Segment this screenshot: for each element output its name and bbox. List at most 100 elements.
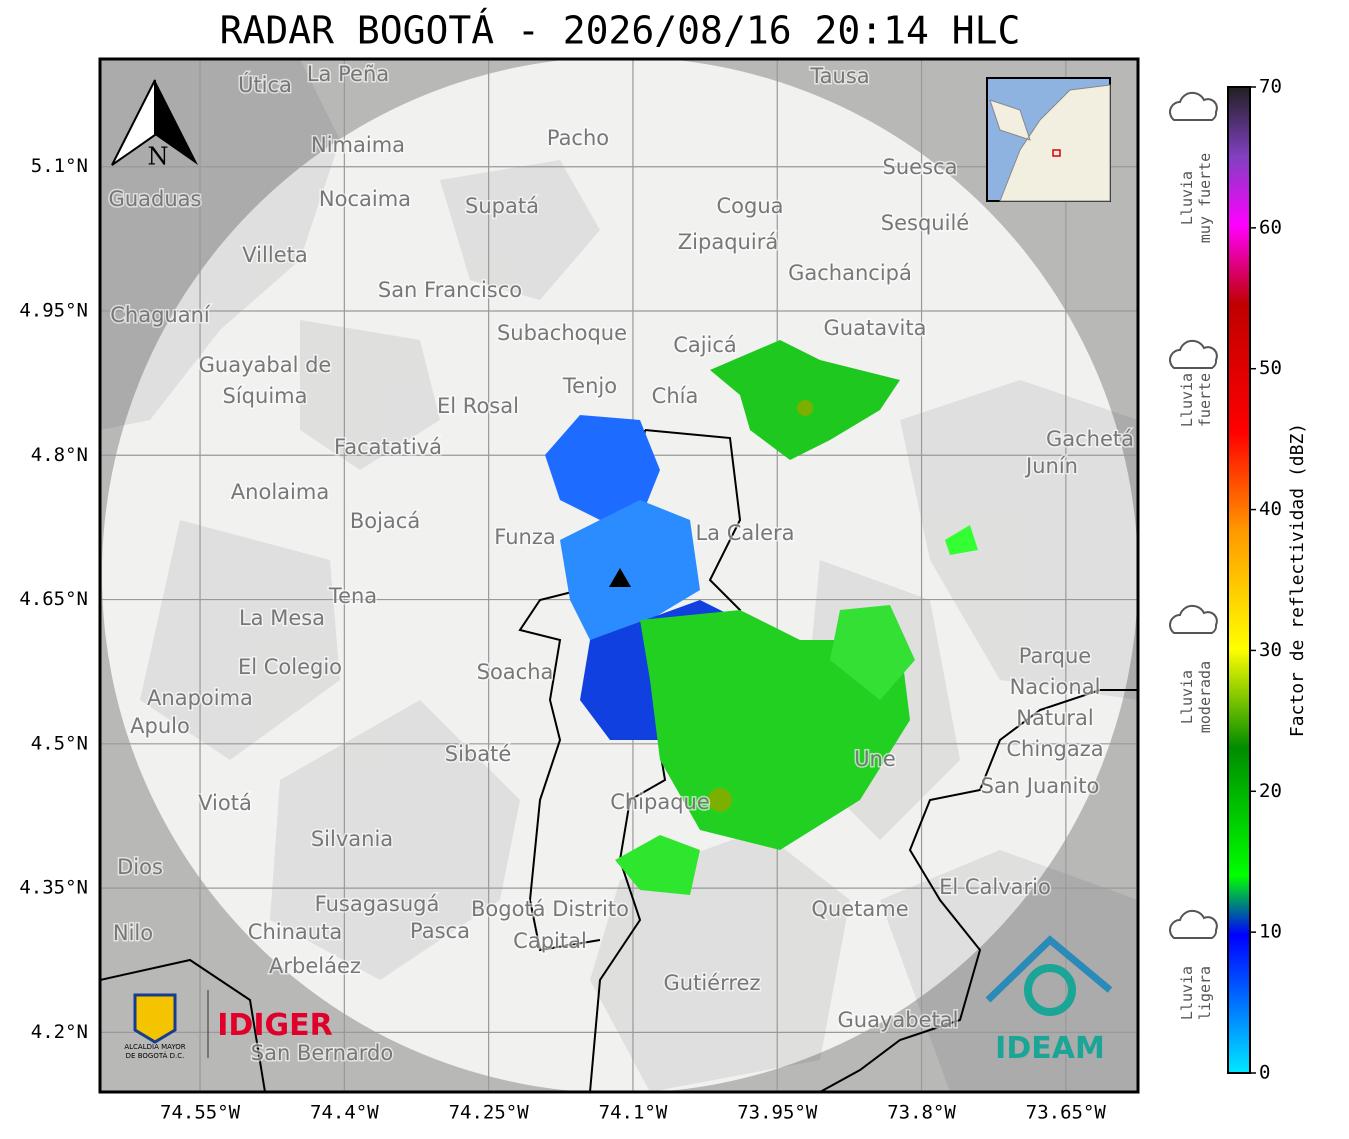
colorbar-tick-label: 0 (1259, 1062, 1270, 1084)
place-label: Quetame (811, 897, 908, 921)
place-label: El Rosal (437, 394, 519, 418)
place-label: Anapoima (147, 686, 253, 710)
place-label: Subachoque (497, 321, 627, 345)
colorbar-tick-label: 30 (1259, 639, 1282, 661)
place-label: Sesquilé (881, 211, 969, 235)
lat-tick-label: 4.65°N (19, 588, 88, 610)
place-label: La Calera (695, 521, 794, 545)
place-label: Nimaima (311, 133, 405, 157)
place-label: Suesca (883, 155, 958, 179)
north-label: N (148, 143, 169, 171)
place-label: Funza (494, 525, 555, 549)
place-label: El Calvario (939, 875, 1051, 899)
colorbar-tick-label: 20 (1259, 780, 1282, 802)
place-label: Facatativá (334, 435, 442, 459)
place-label: Nocaima (319, 187, 411, 211)
map: La Peña Útica Tausa Pacho Nimaima Nocaima Supa… (100, 59, 1138, 1092)
rain-label: Lluvia (1178, 670, 1196, 724)
lon-tick-label: 74.4°W (310, 1102, 379, 1124)
place-label: Sibaté (445, 742, 512, 766)
colorbar-tick-label: 10 (1259, 921, 1282, 943)
colorbar-tick-label: 60 (1259, 216, 1282, 238)
inset-map (986, 77, 1111, 202)
place-label: Gutiérrez (664, 971, 761, 995)
place-label: Apulo (130, 714, 190, 738)
place-label: Silvania (311, 827, 393, 851)
place-label: Chingaza (1006, 737, 1103, 761)
rain-icon (1169, 909, 1218, 939)
rain-label: fuerte (1196, 373, 1214, 427)
rain-icon (1169, 339, 1218, 369)
alcaldia-text: DE BOGOTÁ D.C. (126, 1051, 185, 1060)
place-label: Arbeláez (269, 954, 361, 978)
place-label: Cajicá (673, 333, 737, 357)
idiger-logo: IDIGER (217, 1008, 332, 1043)
place-label: San Juanito (981, 774, 1100, 798)
logo-ideam: IDEAM (985, 935, 1113, 1066)
place-label: Chaguaní (110, 303, 211, 327)
title: RADAR BOGOTÁ - 2026/08/16 20:14 HLC (220, 9, 1021, 53)
lat-tick-label: 4.2°N (31, 1021, 88, 1043)
place-label: La Peña (307, 62, 389, 86)
place-label: Bogotá Distrito (471, 897, 629, 921)
rain-label: Lluvia (1178, 171, 1196, 225)
place-label: Chía (652, 384, 699, 408)
place-label: Zipaquirá (678, 230, 778, 254)
place-label: San Bernardo (251, 1041, 393, 1065)
place-label: Guayabal de (199, 353, 332, 377)
axes: 5.1°N 4.95°N 4.8°N 4.65°N 4.5°N 4.35°N 4.2°N 74… (19, 76, 1282, 1124)
north-arrow: N (111, 79, 198, 171)
place-label: Supatá (465, 194, 539, 218)
lat-tick-label: 4.95°N (19, 299, 88, 321)
place-label: Útica (238, 72, 292, 97)
place-label: Síquima (223, 384, 308, 408)
alcaldia-text: ALCALDÍA MAYOR (124, 1042, 185, 1051)
place-label: Gachetá (1046, 427, 1134, 451)
place-label: Nilo (113, 921, 153, 945)
place-label: Une (854, 747, 896, 771)
rain-label: muy fuerte (1196, 153, 1214, 243)
colorbar-tick-label: 50 (1259, 357, 1282, 379)
place-label: Chipaque (610, 790, 710, 814)
place-label: Guaduas (109, 187, 202, 211)
place-label: El Colegio (238, 655, 342, 679)
place-label: Fusagasugá (315, 892, 440, 916)
place-label: Soacha (477, 660, 554, 684)
rain-label: Lluvia (1178, 373, 1196, 427)
place-label: Dios (117, 855, 163, 879)
rain-label: ligera (1196, 966, 1214, 1020)
colorbar-tick-label: 70 (1259, 76, 1282, 98)
colorbar-label: Factor de reflectividad (dBZ) (1287, 423, 1308, 737)
lon-tick-label: 74.25°W (449, 1102, 530, 1124)
radar-echoes (545, 340, 978, 895)
lat-tick-label: 4.5°N (31, 732, 88, 754)
place-label: Nacional (1010, 675, 1101, 699)
place-label: Tausa (809, 64, 869, 88)
logo-alcaldia: ALCALDÍA MAYOR DE BOGOTÁ D.C. IDIGER (124, 990, 333, 1060)
colorbar (1227, 86, 1251, 1074)
place-label: Viotá (198, 791, 252, 815)
lon-tick-label: 74.55°W (160, 1102, 241, 1124)
place-label: Guatavita (824, 316, 927, 340)
place-label: Pasca (410, 919, 470, 943)
colorbar-tick-label: 40 (1259, 498, 1282, 520)
rain-label: Lluvia (1178, 966, 1196, 1020)
place-label: Bojacá (350, 509, 420, 533)
place-label: Cogua (716, 194, 783, 218)
place-label: San Francisco (378, 278, 522, 302)
lat-tick-label: 4.8°N (31, 444, 88, 466)
lat-tick-label: 5.1°N (31, 155, 88, 177)
lon-tick-label: 73.8°W (887, 1102, 956, 1124)
lon-tick-label: 73.95°W (737, 1102, 818, 1124)
lon-tick-label: 73.65°W (1026, 1102, 1107, 1124)
place-label: Gachancipá (788, 261, 912, 285)
rain-label: moderada (1196, 661, 1214, 733)
place-label: Junín (1024, 454, 1078, 478)
place-label: Natural (1016, 706, 1093, 730)
place-label: Parque (1019, 644, 1091, 668)
place-label: La Mesa (239, 606, 325, 630)
place-label: Tenjo (562, 374, 617, 398)
lon-tick-label: 74.1°W (599, 1102, 668, 1124)
